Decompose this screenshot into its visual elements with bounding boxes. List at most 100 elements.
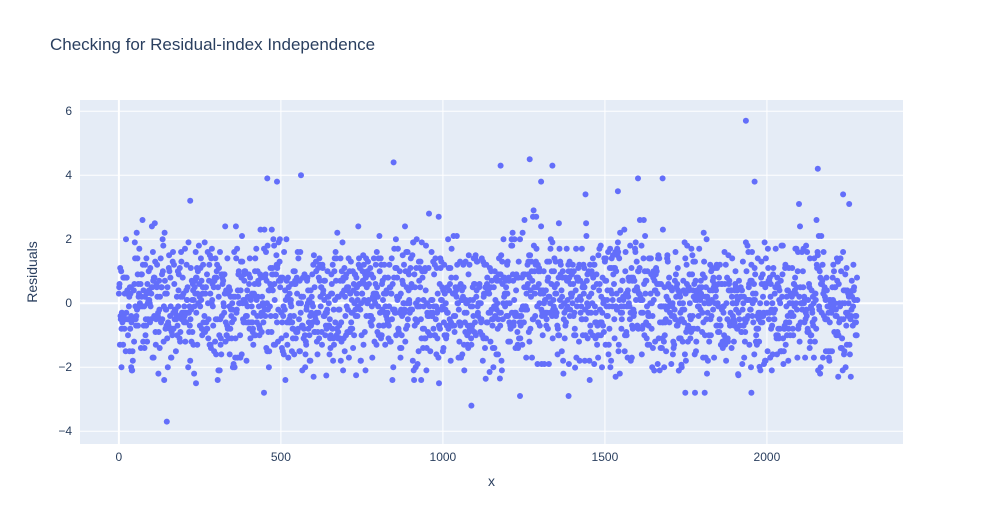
data-point (600, 329, 607, 335)
data-point (792, 274, 799, 281)
data-point (713, 287, 719, 294)
data-point (123, 236, 129, 243)
data-point (185, 364, 192, 371)
data-point (204, 271, 210, 278)
data-point (746, 341, 753, 348)
data-point (402, 223, 408, 230)
data-point (638, 242, 645, 249)
data-point (605, 351, 612, 358)
data-point (418, 239, 425, 246)
data-point (796, 293, 803, 300)
data-point (304, 274, 311, 281)
data-point (576, 338, 582, 345)
data-point (800, 284, 807, 291)
data-point (649, 313, 656, 319)
data-point (572, 364, 579, 371)
data-point (647, 255, 654, 262)
data-point (554, 281, 560, 287)
data-point (587, 322, 594, 329)
data-point (588, 309, 594, 316)
data-point (666, 274, 673, 281)
data-point (535, 281, 542, 287)
data-point (170, 249, 176, 255)
data-point (771, 316, 778, 323)
data-point (654, 290, 661, 297)
data-point (350, 345, 357, 351)
data-point (166, 268, 173, 275)
data-point (560, 357, 567, 364)
data-point (472, 319, 478, 326)
data-point (297, 309, 304, 316)
data-point (823, 274, 830, 281)
data-point (853, 313, 860, 319)
data-point (843, 265, 850, 271)
data-point (186, 322, 193, 329)
data-point (354, 313, 361, 319)
data-point (546, 258, 553, 265)
data-point (632, 239, 639, 246)
data-point (423, 242, 429, 249)
data-point (328, 281, 335, 287)
data-point (583, 220, 590, 227)
data-point (577, 309, 584, 316)
data-point (295, 255, 302, 262)
data-point (846, 351, 853, 358)
data-point (336, 306, 343, 313)
data-point (259, 293, 266, 300)
data-point (326, 351, 333, 358)
data-point (591, 303, 598, 310)
data-point (413, 236, 420, 243)
data-point (235, 293, 242, 300)
data-point (208, 245, 215, 252)
data-point (530, 207, 537, 214)
data-point (599, 309, 606, 316)
data-point (777, 277, 784, 284)
data-point (373, 341, 380, 348)
data-point (329, 261, 336, 268)
y-tick-label: 4 (65, 168, 72, 182)
data-point (832, 306, 839, 313)
data-point (268, 329, 275, 335)
data-point (741, 338, 748, 345)
data-point (254, 293, 261, 300)
data-point (618, 316, 625, 323)
data-point (390, 364, 397, 371)
data-point (817, 370, 824, 377)
data-point (790, 313, 797, 319)
data-point (155, 370, 162, 377)
data-point (448, 245, 455, 252)
data-point (368, 322, 375, 329)
data-point (174, 322, 181, 329)
data-point (549, 335, 556, 342)
data-point (176, 265, 183, 271)
data-point (692, 258, 698, 265)
data-point (398, 345, 405, 351)
data-point (455, 306, 462, 313)
data-point (417, 284, 424, 291)
data-point (638, 351, 645, 358)
data-point (794, 306, 800, 313)
data-point (524, 306, 531, 313)
data-point (511, 236, 518, 243)
data-point (182, 338, 189, 345)
data-point (707, 332, 714, 339)
data-point (846, 201, 853, 207)
data-point (265, 364, 272, 371)
data-point (325, 300, 332, 307)
data-point (674, 265, 681, 271)
data-point (319, 341, 325, 348)
data-point (682, 357, 689, 364)
data-point (570, 281, 577, 287)
data-point (698, 284, 705, 291)
data-point (468, 402, 475, 409)
data-point (279, 319, 286, 326)
data-point (398, 332, 405, 339)
data-point (597, 242, 604, 249)
data-point (214, 377, 221, 383)
data-point (261, 389, 267, 396)
data-point (331, 268, 338, 275)
data-point (212, 255, 219, 262)
data-point (357, 357, 364, 364)
data-point (850, 303, 857, 310)
data-point (233, 255, 240, 262)
